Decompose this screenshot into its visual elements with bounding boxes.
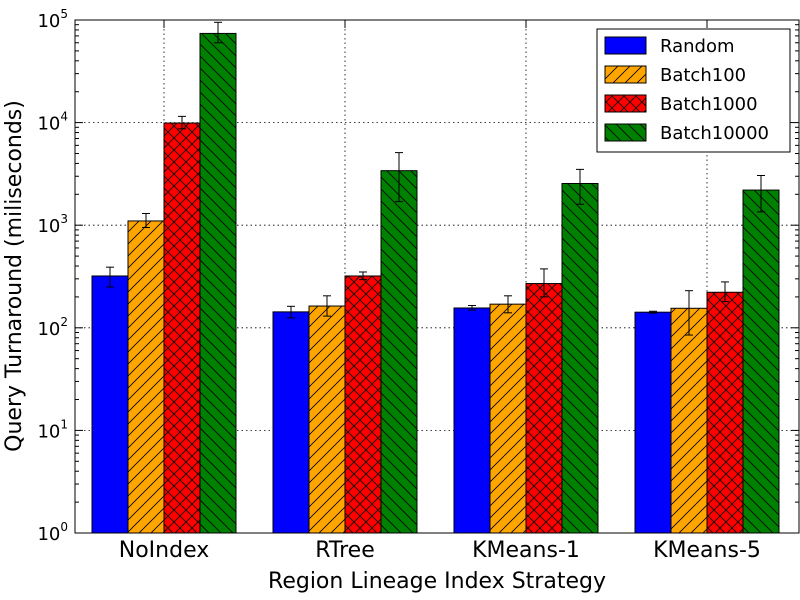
error-bar-batch100-rtree bbox=[323, 295, 331, 317]
error-bars bbox=[106, 21, 765, 336]
bar-batch10000-rtree-hatch bbox=[381, 170, 417, 533]
axis-ticks bbox=[75, 19, 799, 534]
bar-batch100-rtree-hatch bbox=[309, 306, 345, 533]
y-tick-label: 103 bbox=[37, 212, 68, 237]
error-bar-random-rtree bbox=[287, 305, 295, 319]
bar-random-noindex bbox=[91, 275, 129, 534]
error-bar-random-kmeans-1 bbox=[468, 304, 476, 311]
plot-frame bbox=[74, 19, 800, 534]
bar-batch10000-kmeans-1-hatch bbox=[562, 183, 598, 533]
error-bar-batch100-kmeans-1 bbox=[504, 295, 512, 314]
legend-label-batch100: Batch100 bbox=[660, 65, 746, 86]
y-tick-label: 102 bbox=[37, 315, 68, 340]
bar-batch10000-noindex-hatch bbox=[200, 33, 236, 534]
y-tick-label: 101 bbox=[37, 417, 68, 442]
x-tick-label-rtree: RTree bbox=[315, 538, 375, 563]
x-tick-label-kmeans-1: KMeans-1 bbox=[472, 538, 580, 563]
legend-item-random: Random bbox=[604, 36, 735, 57]
bar-batch1000-noindex-hatch bbox=[164, 123, 200, 534]
bar-random-rtree bbox=[272, 311, 310, 534]
error-bar-batch10000-kmeans-5 bbox=[757, 175, 765, 213]
error-bar-batch1000-noindex bbox=[178, 115, 186, 130]
x-tick-label-kmeans-5: KMeans-5 bbox=[653, 538, 761, 563]
legend-label-random: Random bbox=[660, 36, 735, 57]
x-axis-label: Region Lineage Index Strategy bbox=[268, 569, 606, 594]
y-tick-labels: 100 101 102 103 104 105 bbox=[37, 7, 68, 545]
legend-item-batch10000: Batch10000 bbox=[604, 123, 769, 144]
bar-batch100-kmeans-1-hatch bbox=[490, 304, 526, 533]
bar-batch100-kmeans-5-hatch bbox=[671, 308, 707, 533]
error-bar-batch1000-kmeans-5 bbox=[721, 281, 729, 303]
legend-label-batch1000: Batch1000 bbox=[660, 94, 758, 115]
error-bar-batch10000-kmeans-1 bbox=[576, 168, 584, 205]
bar-random-kmeans-5 bbox=[634, 311, 672, 534]
legend-item-batch1000: Batch1000 bbox=[604, 94, 758, 115]
bars bbox=[91, 32, 780, 534]
error-bar-batch100-kmeans-5 bbox=[685, 290, 693, 336]
y-tick-label: 100 bbox=[37, 520, 68, 545]
x-tick-label-noindex: NoIndex bbox=[119, 538, 209, 563]
bar-batch10000-kmeans-5-hatch bbox=[743, 190, 779, 533]
error-bar-batch1000-rtree bbox=[359, 271, 367, 281]
legend: Random Batch100 Batch1000 Batch10000 bbox=[596, 28, 791, 153]
error-bar-random-noindex bbox=[106, 266, 114, 288]
error-bar-random-kmeans-5 bbox=[649, 310, 657, 314]
legend-label-batch10000: Batch10000 bbox=[660, 123, 769, 144]
legend-swatch-random bbox=[604, 36, 647, 55]
error-bar-batch10000-noindex bbox=[214, 21, 222, 44]
error-bar-batch10000-rtree bbox=[395, 152, 403, 203]
error-bar-batch1000-kmeans-1 bbox=[540, 268, 548, 298]
bar-batch100-noindex-hatch bbox=[128, 220, 164, 533]
legend-item-batch100: Batch100 bbox=[604, 65, 746, 86]
y-tick-label: 105 bbox=[37, 7, 68, 32]
bar-batch1000-kmeans-1-hatch bbox=[526, 283, 562, 533]
bar-batch1000-kmeans-5-hatch bbox=[707, 292, 743, 533]
y-axis-label: Query Turnaround (miliseconds) bbox=[2, 100, 27, 452]
y-tick-label: 104 bbox=[37, 110, 68, 135]
bar-batch1000-rtree-hatch bbox=[345, 275, 381, 533]
x-tick-labels: NoIndex RTree KMeans-1 KMeans-5 bbox=[119, 538, 761, 563]
bar-random-kmeans-1 bbox=[453, 307, 491, 534]
error-bar-batch100-noindex bbox=[142, 213, 150, 228]
